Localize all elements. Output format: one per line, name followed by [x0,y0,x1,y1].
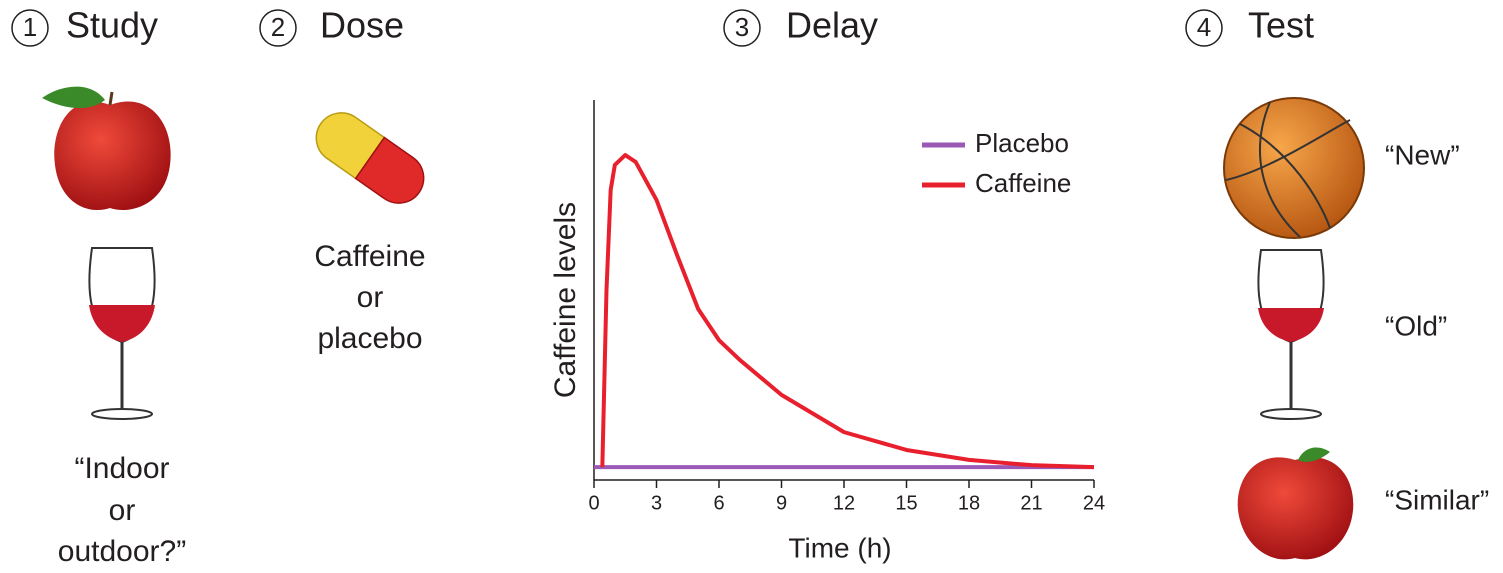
step-number: 1 [23,12,37,42]
apple-icon [1237,447,1354,560]
series-line [600,153,1095,470]
step-title: Study [66,5,158,46]
caption-line: or [109,494,136,527]
step-badge [723,9,761,47]
x-tick-label: 3 [651,492,662,514]
step-title: Test [1248,5,1314,46]
x-tick-label: 9 [776,492,787,514]
x-tick-label: 21 [1020,492,1042,514]
x-tick-label: 12 [833,492,855,514]
step-number: 2 [271,12,285,42]
basketball-icon [1223,97,1365,239]
x-tick-label: 18 [958,492,980,514]
caption-line: “Indoor [74,452,169,485]
pill-icon [315,112,425,204]
step-number: 3 [735,12,749,42]
test-label: “Similar” [1385,484,1489,515]
step-header: 1 Study 2 Dose 3 Delay 4 Test [11,5,1314,47]
step-title: Delay [786,5,878,46]
step-title: Dose [320,5,404,46]
legend-label: Caffeine [975,168,1071,198]
wine-glass-icon [1257,249,1325,420]
caption-line: placebo [317,322,422,355]
test-label: “New” [1385,139,1460,170]
caption-line: outdoor?” [58,535,186,568]
step-badge [259,9,297,47]
x-tick-label: 24 [1083,492,1105,514]
chart: Caffeine levels Time (h) 0 3 6 9 12 15 18 21 24 P… [549,100,1105,563]
x-tick-label: 0 [588,492,599,514]
caption-line: or [357,281,384,314]
y-axis-label: Caffeine levels [549,202,582,398]
x-tick-label: 15 [895,492,917,514]
apple-icon [42,86,171,211]
test-label: “Old” [1385,310,1447,341]
wine-glass-icon [88,247,156,420]
legend-label: Placebo [975,128,1069,158]
step-number: 4 [1197,12,1211,42]
x-tick-label: 6 [713,492,724,514]
step-badge [1185,9,1223,47]
x-axis-label: Time (h) [788,532,891,563]
caption-line: Caffeine [314,240,425,273]
step-badge [11,9,49,47]
